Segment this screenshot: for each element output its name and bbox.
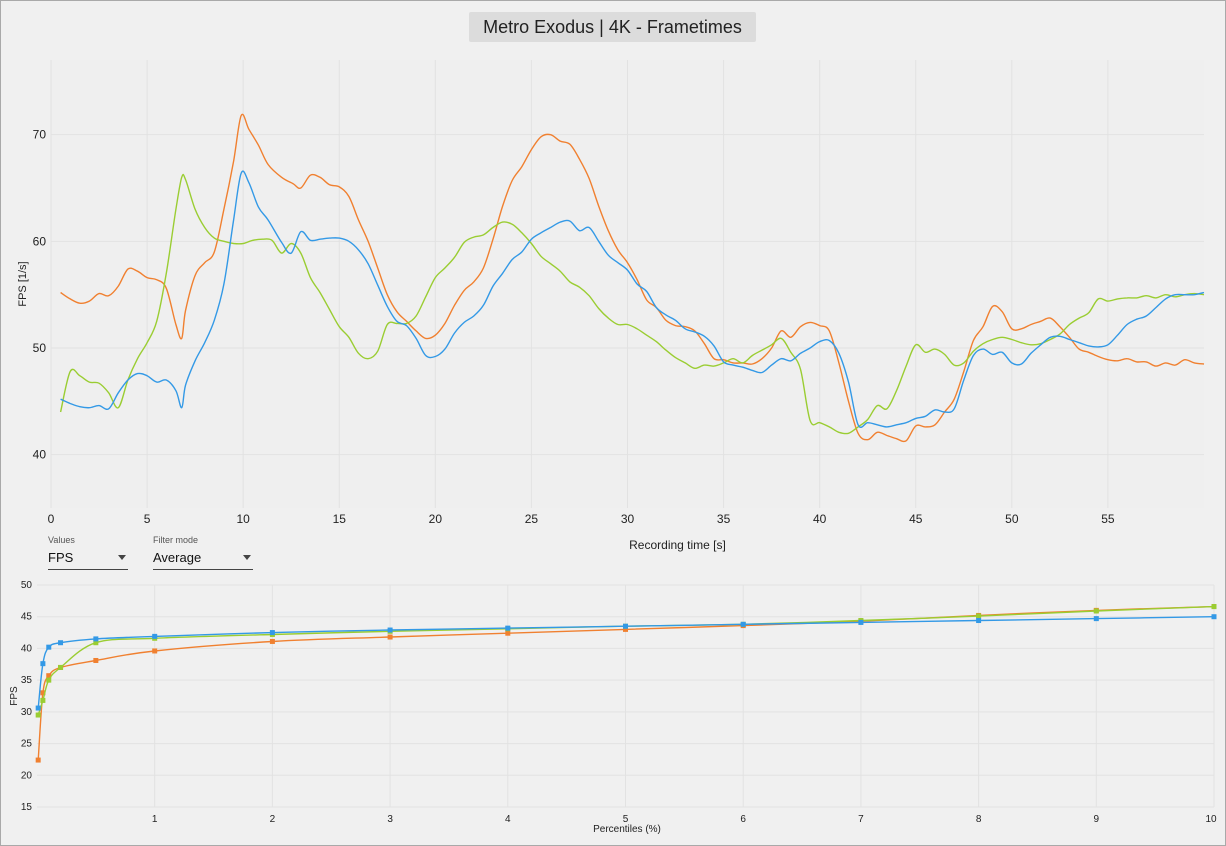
x-tick-label: 45	[909, 512, 923, 526]
percentile-point	[35, 712, 41, 718]
percentile-point	[1093, 608, 1099, 614]
x-tick-label: 4	[505, 814, 511, 825]
values-dropdown[interactable]: FPS	[48, 549, 128, 570]
values-label: Values	[48, 535, 75, 545]
series-line-1	[59, 173, 1205, 435]
x-tick-label: 5	[623, 814, 629, 825]
percentile-point	[976, 613, 982, 619]
x-tick-label: 15	[333, 512, 347, 526]
percentile-point	[976, 618, 982, 624]
percentile-point	[387, 627, 393, 633]
percentile-point	[46, 644, 52, 650]
x-tick-label: 1	[152, 814, 158, 825]
x-tick-label: 8	[976, 814, 982, 825]
percentile-point	[93, 657, 99, 663]
x-tick-label: 35	[717, 512, 731, 526]
y-tick-label: 20	[21, 770, 33, 781]
percentile-point	[1093, 616, 1099, 622]
x-tick-label: 6	[740, 814, 746, 825]
percentile-point	[1211, 604, 1217, 610]
percentile-point	[505, 630, 511, 636]
x-tick-label: 7	[858, 814, 864, 825]
y-tick-label: 70	[33, 128, 47, 142]
y-tick-label: 30	[21, 707, 33, 718]
y-tick-label: 50	[33, 341, 47, 355]
percentile-point	[152, 633, 158, 639]
percentile-point	[40, 697, 46, 703]
x-tick-label: 50	[1005, 512, 1019, 526]
x-tick-label: 3	[387, 814, 393, 825]
values-control: Values FPS	[48, 535, 128, 570]
x-tick-label: 30	[621, 512, 635, 526]
y-tick-label: 40	[33, 448, 47, 462]
x-tick-label: 10	[236, 512, 250, 526]
y-axis-label: FPS [1/s]	[17, 261, 29, 306]
percentile-point	[858, 619, 864, 625]
percentile-point	[623, 626, 628, 632]
percentile-point	[40, 661, 46, 667]
percentile-line-1	[37, 605, 1215, 716]
y-tick-label: 60	[33, 234, 47, 248]
frametime-chart: 0 5 10 15 20 25 30 35 40 45 50 55 40 50 60 70 Recording …	[17, 60, 1205, 552]
percentile-point	[46, 673, 52, 679]
chart-title: Metro Exodus | 4K - Frametimes	[469, 12, 756, 42]
percentile-point	[269, 630, 275, 636]
percentile-point	[1211, 614, 1217, 620]
x-tick-label: 25	[525, 512, 539, 526]
y-tick-label: 50	[21, 580, 33, 591]
chevron-down-icon	[243, 555, 251, 560]
filter-mode-selected: Average	[153, 550, 202, 565]
series-line-2	[60, 170, 1205, 429]
x-tick-label: 20	[429, 512, 443, 526]
percentile-point	[269, 638, 275, 644]
percentile-point	[623, 623, 628, 629]
percentile-point	[35, 757, 41, 763]
percentile-point	[58, 640, 64, 646]
x-axis-label: Recording time [s]	[629, 538, 726, 552]
filter-mode-control: Filter mode Average	[153, 535, 253, 570]
x-tick-label: 55	[1101, 512, 1115, 526]
x-tick-label: 5	[144, 512, 151, 526]
filter-mode-dropdown[interactable]: Average	[153, 549, 253, 570]
percentile-point	[40, 690, 46, 696]
y-tick-label: 15	[21, 802, 33, 813]
percentile-point	[93, 636, 99, 642]
percentile-point	[152, 648, 158, 654]
y-tick-label: 40	[21, 643, 33, 654]
values-selected: FPS	[48, 550, 74, 565]
percentile-point	[505, 625, 511, 631]
percentile-line-2	[37, 616, 1215, 709]
x-tick-label: 10	[1205, 814, 1217, 825]
percentile-point	[93, 640, 99, 646]
y-tick-label: 35	[21, 675, 33, 686]
x-tick-label: 40	[813, 512, 827, 526]
x-tick-label: 2	[270, 814, 276, 825]
series-line-0	[60, 113, 1205, 443]
percentile-point	[740, 621, 746, 627]
y-tick-label: 25	[21, 739, 33, 750]
filter-mode-label: Filter mode	[153, 535, 199, 545]
x-tick-label: 9	[1094, 814, 1100, 825]
y-axis-label: FPS	[9, 686, 20, 706]
percentile-point	[387, 634, 393, 640]
x-tick-label: 0	[48, 512, 55, 526]
y-tick-label: 45	[21, 612, 33, 623]
percentile-point	[58, 664, 64, 670]
chevron-down-icon	[118, 555, 126, 560]
x-axis-label: Percentiles (%)	[593, 824, 661, 835]
percentile-point	[46, 677, 52, 683]
percentile-point	[35, 705, 41, 711]
